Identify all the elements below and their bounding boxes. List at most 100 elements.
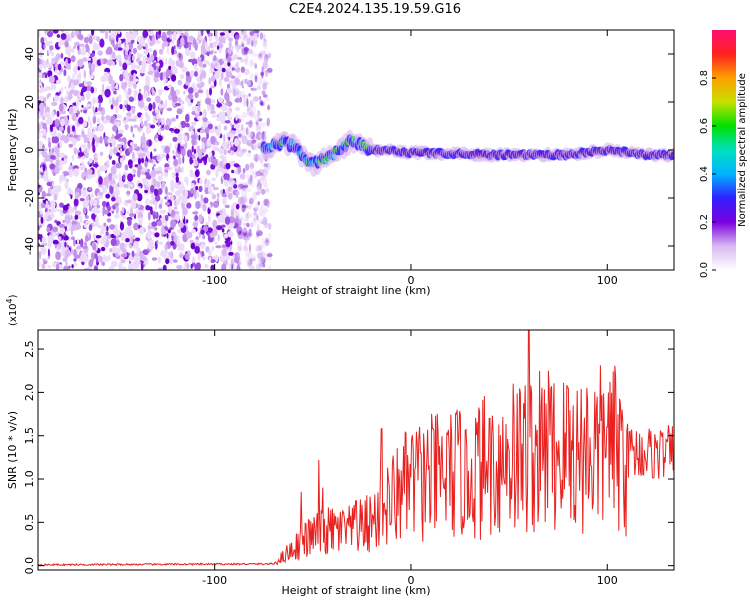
noise-speckle <box>81 189 88 197</box>
noise-speckle <box>246 106 253 116</box>
noise-speckle <box>92 202 97 207</box>
noise-speckle <box>50 185 54 190</box>
noise-speckle <box>225 162 231 170</box>
multiplier-base: (x10 <box>8 303 19 326</box>
noise-speckle <box>55 79 62 84</box>
noise-speckle <box>230 208 235 218</box>
noise-speckle <box>224 173 230 182</box>
noise-speckle <box>110 104 114 110</box>
noise-speckle <box>63 69 67 77</box>
noise-speckle <box>38 88 44 93</box>
noise-speckle <box>111 260 118 268</box>
noise-speckle <box>52 239 59 245</box>
noise-speckle <box>211 114 218 118</box>
noise-speckle <box>142 249 149 256</box>
noise-speckle <box>113 190 119 197</box>
noise-speckle <box>194 246 200 254</box>
noise-speckle <box>56 208 62 212</box>
noise-speckle <box>193 192 197 200</box>
noise-speckle <box>65 47 70 56</box>
noise-speckle <box>72 73 75 82</box>
noise-speckle <box>59 160 65 166</box>
noise-speckle <box>226 109 232 117</box>
noise-speckle <box>117 30 121 35</box>
noise-speckle <box>44 170 49 177</box>
noise-speckle <box>143 120 148 127</box>
noise-speckle <box>71 264 74 269</box>
y-tick-label: 0 <box>23 147 36 154</box>
chart-title: C2E4.2024.135.19.59.G16 <box>288 2 462 17</box>
noise-speckle <box>209 152 213 157</box>
noise-speckle <box>39 209 43 215</box>
noise-speckle <box>148 139 152 147</box>
noise-speckle <box>201 137 208 143</box>
noise-speckle <box>177 229 182 234</box>
noise-speckle <box>251 139 256 145</box>
noise-speckle <box>48 75 55 84</box>
noise-speckle <box>88 205 92 212</box>
noise-speckle <box>59 91 62 95</box>
noise-speckle <box>146 231 151 238</box>
noise-speckle <box>46 62 52 69</box>
noise-speckle <box>205 221 210 225</box>
noise-speckle <box>105 85 112 90</box>
noise-speckle <box>41 148 48 152</box>
noise-speckle <box>79 197 85 202</box>
noise-speckle <box>70 55 76 63</box>
noise-speckle <box>38 70 43 79</box>
noise-speckle <box>132 143 135 152</box>
noise-speckle <box>115 205 120 214</box>
noise-speckle <box>155 62 160 67</box>
noise-speckle <box>58 126 64 131</box>
noise-speckle <box>89 52 95 58</box>
noise-speckle <box>83 36 90 44</box>
noise-speckle <box>73 105 78 113</box>
noise-speckle <box>160 250 165 257</box>
noise-speckle <box>176 108 183 115</box>
noise-speckle <box>219 209 223 216</box>
noise-speckle <box>261 188 266 195</box>
noise-speckle <box>132 193 138 202</box>
noise-speckle <box>223 149 227 156</box>
noise-speckle <box>124 244 127 250</box>
noise-speckle <box>147 128 152 134</box>
noise-speckle <box>167 205 172 214</box>
y-tick-label: 1.5 <box>23 427 36 445</box>
noise-speckle <box>171 171 178 179</box>
noise-speckle <box>50 155 56 160</box>
noise-speckle <box>187 93 194 100</box>
noise-speckle <box>140 262 144 270</box>
noise-speckle <box>138 216 143 226</box>
noise-speckle <box>267 52 272 59</box>
noise-speckle <box>156 240 159 245</box>
noise-speckle <box>251 105 257 114</box>
noise-speckle <box>175 59 180 67</box>
noise-speckle <box>221 141 227 149</box>
noise-speckle <box>118 129 124 134</box>
noise-speckle <box>224 120 231 124</box>
noise-speckle <box>143 179 149 185</box>
noise-speckle <box>73 90 79 96</box>
noise-speckle <box>77 33 84 40</box>
noise-speckle <box>60 96 64 104</box>
noise-speckle <box>167 158 171 166</box>
noise-speckle <box>243 98 247 107</box>
noise-speckle <box>62 204 69 211</box>
noise-speckle <box>216 130 220 136</box>
noise-speckle <box>247 122 253 128</box>
noise-speckle <box>148 239 154 248</box>
noise-speckle <box>53 185 57 190</box>
noise-speckle <box>255 124 261 132</box>
noise-speckle <box>87 115 90 124</box>
noise-speckle <box>247 213 253 218</box>
noise-speckle <box>242 184 249 189</box>
noise-speckle <box>258 134 262 139</box>
noise-speckle <box>238 82 242 86</box>
noise-speckle <box>47 235 54 244</box>
noise-speckle <box>102 83 105 93</box>
noise-speckle <box>194 169 200 178</box>
noise-speckle <box>232 88 237 97</box>
noise-speckle <box>189 51 196 60</box>
noise-speckle <box>46 218 50 222</box>
noise-speckle <box>169 167 173 171</box>
